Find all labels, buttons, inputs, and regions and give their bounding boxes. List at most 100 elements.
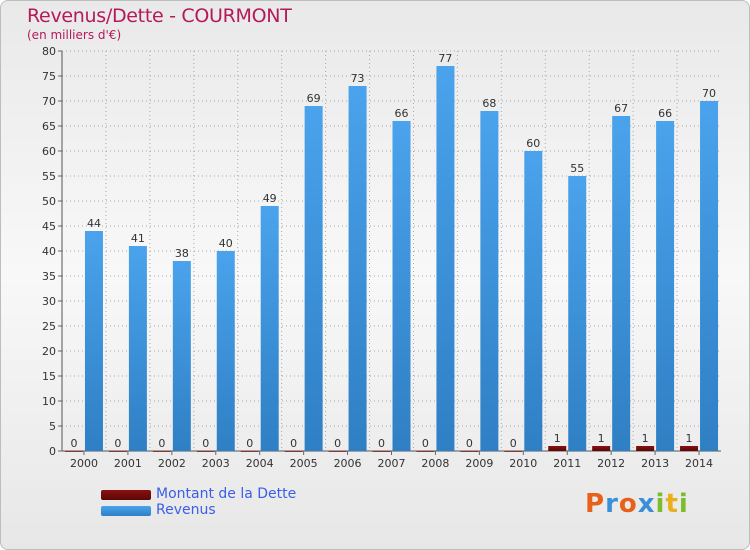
y-tick-label: 65 — [42, 120, 56, 133]
chart-title: Revenus/Dette - COURMONT — [27, 5, 292, 27]
bars — [64, 66, 719, 452]
data-labels: 0 44 0 41 0 38 0 40 0 49 0 69 0 73 0 66 0 77 0 68 0 60 1 55 1 67 1… — [70, 52, 716, 450]
y-tick-label: 45 — [42, 220, 56, 233]
y-tick-label: 80 — [42, 45, 56, 58]
bar-debt — [636, 446, 655, 451]
bar-debt — [592, 446, 611, 451]
x-tick-label: 2001 — [114, 457, 142, 470]
bar-debt — [152, 451, 171, 452]
data-label-debt: 0 — [334, 437, 341, 450]
data-label-revenus: 70 — [702, 87, 716, 100]
data-label-debt: 1 — [598, 432, 605, 445]
y-tick-label: 10 — [42, 395, 56, 408]
data-label-debt: 0 — [202, 437, 209, 450]
y-tick-label: 70 — [42, 95, 56, 108]
y-tick-label: 20 — [42, 345, 56, 358]
y-tick-label: 55 — [42, 170, 56, 183]
bar-revenus — [128, 246, 147, 451]
data-label-revenus: 77 — [438, 52, 452, 65]
x-tick-label: 2005 — [290, 457, 318, 470]
data-label-revenus: 38 — [175, 247, 189, 260]
bar-debt — [548, 446, 567, 451]
data-label-debt: 0 — [378, 437, 385, 450]
x-tick-label: 2014 — [685, 457, 713, 470]
data-label-revenus: 41 — [131, 232, 145, 245]
x-tick-label: 2012 — [597, 457, 625, 470]
x-tick-label: 2003 — [202, 457, 230, 470]
data-label-debt: 0 — [510, 437, 517, 450]
data-label-debt: 0 — [466, 437, 473, 450]
y-tick-label: 40 — [42, 245, 56, 258]
bar-revenus — [216, 251, 235, 451]
data-label-revenus: 66 — [658, 107, 672, 120]
bar-revenus — [84, 231, 103, 451]
y-tick-label: 25 — [42, 320, 56, 333]
data-label-debt: 1 — [686, 432, 693, 445]
data-label-debt: 1 — [642, 432, 649, 445]
logo-letter: r — [605, 489, 619, 519]
x-tick-label: 2009 — [465, 457, 493, 470]
data-label-revenus: 66 — [395, 107, 409, 120]
proxiti-logo: Proxiti — [585, 489, 689, 519]
logo-letter: i — [655, 489, 666, 519]
x-tick-label: 2008 — [421, 457, 449, 470]
logo-letter: x — [637, 489, 656, 519]
logo-letter: t — [665, 489, 679, 519]
bar-revenus — [348, 86, 367, 451]
bar-revenus — [480, 111, 499, 451]
legend-swatch-debt — [101, 490, 151, 500]
bar-debt — [240, 451, 259, 452]
x-tick-label: 2010 — [509, 457, 537, 470]
y-tick-label: 15 — [42, 370, 56, 383]
data-label-debt: 0 — [290, 437, 297, 450]
bar-debt — [64, 451, 83, 452]
data-label-revenus: 49 — [263, 192, 277, 205]
bar-revenus — [656, 121, 675, 451]
y-tick-label: 0 — [49, 445, 56, 458]
bar-debt — [416, 451, 435, 452]
x-tick-label: 2000 — [70, 457, 98, 470]
data-label-revenus: 44 — [87, 217, 101, 230]
bar-revenus — [260, 206, 279, 451]
x-tick-label: 2011 — [553, 457, 581, 470]
data-label-revenus: 68 — [482, 97, 496, 110]
bar-debt — [460, 451, 479, 452]
bar-revenus — [524, 151, 543, 451]
bar-revenus — [304, 106, 323, 451]
bar-debt — [196, 451, 215, 452]
data-label-debt: 0 — [158, 437, 165, 450]
legend-swatch-revenus — [101, 506, 151, 516]
y-tick-label: 5 — [49, 420, 56, 433]
grid-lines — [62, 50, 721, 452]
data-label-revenus: 67 — [614, 102, 628, 115]
bar-revenus — [700, 101, 719, 451]
y-tick-label: 60 — [42, 145, 56, 158]
chart-subtitle: (en milliers d'€) — [27, 28, 122, 42]
bar-debt — [328, 451, 347, 452]
x-tick-label: 2013 — [641, 457, 669, 470]
y-tick-label: 50 — [42, 195, 56, 208]
logo-letter: i — [678, 489, 689, 519]
data-label-revenus: 73 — [351, 72, 365, 85]
y-tick-label: 75 — [42, 70, 56, 83]
data-label-revenus: 69 — [307, 92, 321, 105]
data-label-debt: 1 — [554, 432, 561, 445]
logo-letter: o — [618, 489, 638, 519]
data-label-debt: 0 — [422, 437, 429, 450]
bar-debt — [284, 451, 303, 452]
data-label-debt: 0 — [114, 437, 121, 450]
bar-revenus — [392, 121, 411, 451]
data-label-revenus: 55 — [570, 162, 584, 175]
logo-letter: P — [585, 489, 606, 519]
legend-label-debt: Montant de la Dette — [156, 486, 297, 502]
x-tick-label: 2004 — [246, 457, 274, 470]
y-tick-label: 30 — [42, 295, 56, 308]
bar-revenus — [436, 66, 455, 451]
bar-debt — [504, 451, 523, 452]
data-label-debt: 0 — [70, 437, 77, 450]
data-label-revenus: 40 — [219, 237, 233, 250]
bar-revenus — [172, 261, 191, 451]
